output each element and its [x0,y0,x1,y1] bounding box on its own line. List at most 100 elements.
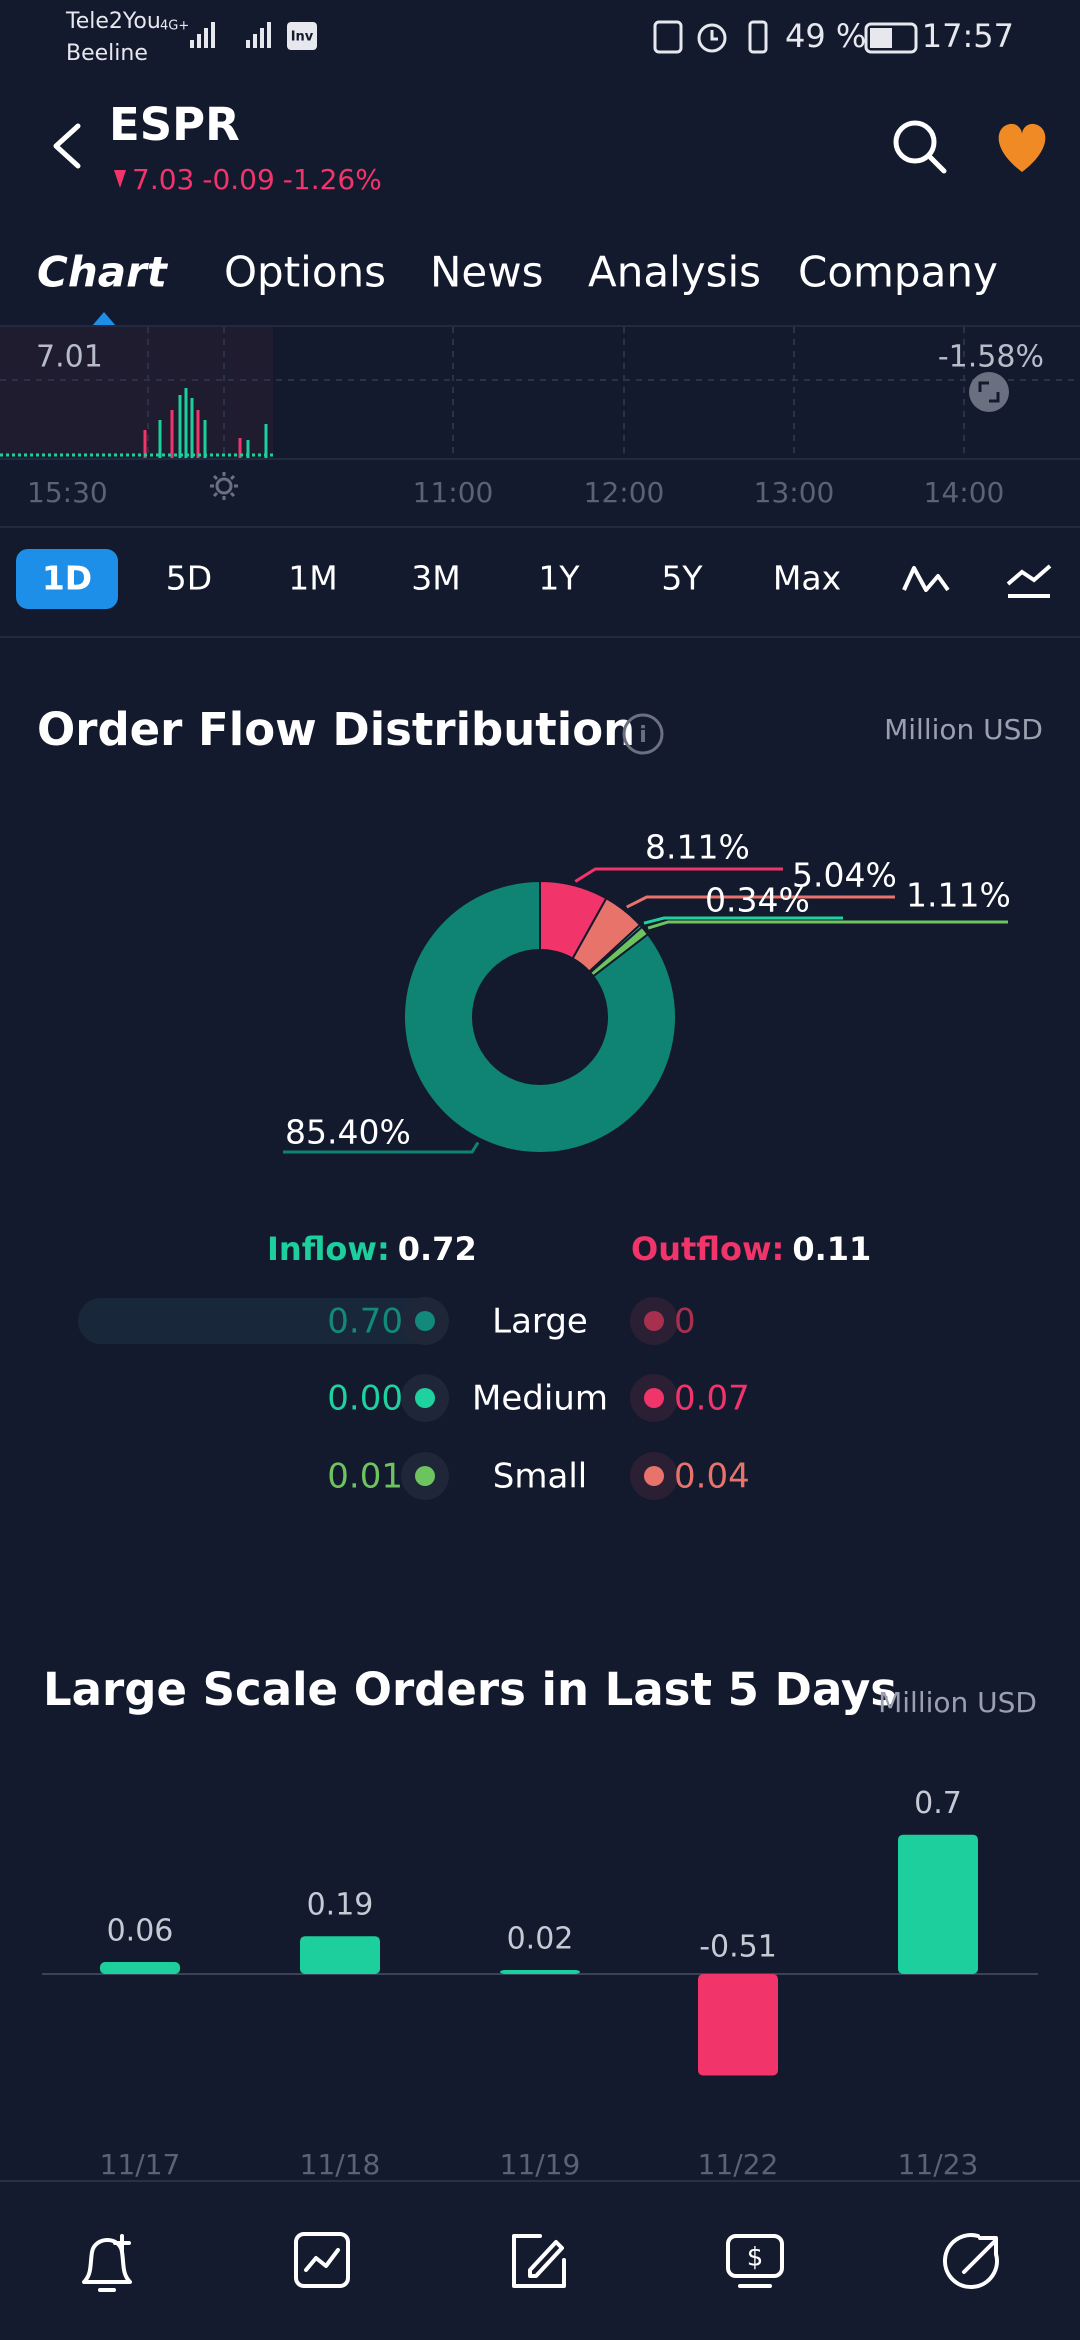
time-label: 14:00 [924,476,1005,509]
x-tick-label: 11/19 [500,2148,581,2181]
unit-label: Million USD [878,1686,1037,1719]
range-button[interactable]: Max [773,559,841,598]
inflow-dot [415,1311,435,1331]
trade-button[interactable]: $ [726,2234,784,2288]
inflow-dot [415,1466,435,1486]
app-badge: Inv [291,30,314,45]
time-label: 11:00 [413,476,494,509]
size-name: Large [492,1302,588,1342]
alert-button[interactable] [82,2234,132,2292]
range-button[interactable]: 1M [288,559,337,598]
flow-table: 0.70 Large 0 0.00 Medium 0.07 0.01 Small 0.04 [327,1297,750,1500]
battery-icon [864,22,918,54]
sun-icon [210,472,238,500]
range-button[interactable]: 1Y [538,559,580,598]
outflow-dot [644,1388,664,1408]
inflow-value: 0.70 [327,1302,403,1342]
bar-value-label: -0.51 [699,1930,777,1965]
leader-line [643,916,843,925]
mini-grid [0,327,1080,459]
donut-chart: 8.11% 5.04%0.34% 1.11% 85.40% [283,828,1011,1154]
status-bar: Tele2You Beeline 4G+ Inv 49 % 17:57 [65,9,1014,66]
price: 7.03 [132,163,194,196]
chart-button[interactable] [294,2232,350,2288]
time-label: 12:00 [584,476,665,509]
tab[interactable]: News [430,248,544,297]
time-axis: 15:30 11:00 12:00 13:00 14:00 [27,476,1004,509]
app-badge-icon [287,22,317,50]
slice-label: 85.40% [285,1113,411,1152]
inflow-summary: Inflow: 0.72 [267,1230,477,1268]
bar-chart: 0.06 11/17 0.19 11/18 0.02 11/19 -0.51 11/22 0.7… [100,1786,979,2181]
range-button[interactable]: 3M [411,559,460,598]
bar [500,1970,580,1974]
time-label: 13:00 [754,476,835,509]
size-name: Medium [472,1379,608,1419]
inflow-label: Inflow: [267,1230,390,1268]
inflow-dot [415,1388,435,1408]
outflow-summary: Outflow: 0.11 [631,1230,871,1268]
search-button[interactable] [893,120,947,174]
line-type-button[interactable] [902,566,950,592]
size-name: Small [493,1457,587,1497]
slice-label: 8.11% [645,828,750,867]
outflow-total: 0.11 [792,1230,871,1268]
inflow-value: 0.01 [327,1457,403,1497]
leader-line [626,895,895,909]
leader-line [574,867,783,883]
bar-value-label: 0.7 [914,1786,962,1821]
slice-label: 5.04% [792,856,897,895]
bar [100,1962,180,1974]
bar [898,1834,978,1974]
range-button[interactable]: 5D [166,559,212,598]
clock: 17:57 [922,17,1014,55]
expand-icon [978,381,1000,403]
price-change-pct: -1.26% [283,163,382,196]
unit-label: Million USD [884,713,1043,746]
bar-value-label: 0.06 [107,1914,174,1949]
slice-label: 0.34% [705,881,810,920]
svg-text:$: $ [747,2243,764,2273]
range-selected [16,549,118,609]
bar [300,1936,380,1974]
mini-price-label: 7.01 [36,340,103,375]
info-button[interactable] [622,713,664,755]
share-button[interactable] [943,2233,999,2289]
tab-bar: Chart Options News Analysis Company [37,248,998,297]
mini-pct-label: -1.58% [938,340,1044,375]
inflow-total: 0.72 [398,1230,477,1268]
note-button[interactable] [512,2234,566,2288]
leader-line [647,920,1008,930]
network-type: 4G+ [160,19,189,34]
range-button[interactable]: 5Y [661,559,703,598]
x-tick-label: 11/23 [898,2148,979,2181]
info-icon: i [639,723,647,748]
volume-bars [0,388,273,459]
x-tick-label: 11/22 [698,2148,779,2181]
expand-button[interactable] [969,372,1009,412]
x-tick-label: 11/17 [100,2148,181,2181]
range-button[interactable]: 1D [42,559,92,598]
signal-icons [190,22,271,48]
tab-indicator [92,312,116,326]
x-tick-label: 11/18 [300,2148,381,2181]
tab[interactable]: Options [224,248,386,297]
tab[interactable]: Analysis [588,248,761,297]
indicator-button[interactable] [1006,564,1052,598]
bar [698,1974,778,2076]
outflow-value: 0.04 [674,1457,750,1497]
tab[interactable]: Chart [37,248,169,297]
carrier-2: Beeline [66,41,148,66]
ticker: ESPR [109,98,240,151]
tab[interactable]: Company [798,248,998,297]
battery-fill [870,28,892,48]
down-arrow [114,170,126,188]
donut-slice [403,879,677,1154]
slice-label: 1.11% [906,876,1011,915]
mini-chart[interactable]: 7.01 -1.58% [0,327,1080,459]
back-button[interactable] [53,123,81,169]
favorite-button[interactable] [998,123,1046,172]
quote-line: 7.03 -0.09 -1.26% [132,163,382,196]
bar-value-label: 0.19 [307,1888,374,1923]
